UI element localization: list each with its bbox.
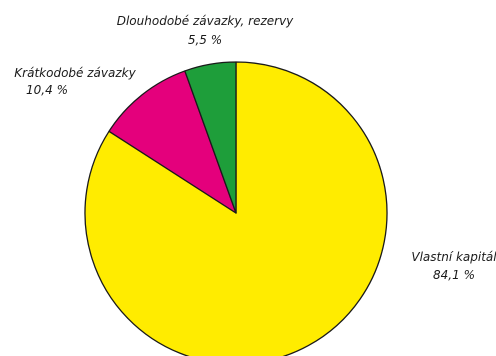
slice-label-vlastni-kapital: Vlastní kapitál [411, 250, 496, 264]
pie-slices [84, 61, 388, 356]
slice-value-vlastni-kapital: 84,1 % [433, 268, 475, 282]
pie-slice-kratkodobe-zavazky [108, 70, 237, 214]
slice-value-kratkodobe-zavazky: 10,4 % [26, 83, 68, 97]
pie-slice-dlouhodobe-zavazky [184, 61, 237, 214]
slice-label-dlouhodobe-zavazky: Dlouhodobé závazky, rezervy [117, 14, 294, 28]
slice-label-kratkodobe-zavazky: Krátkodobé závazky [14, 66, 136, 80]
slice-value-dlouhodobe-zavazky: 5,5 % [188, 33, 222, 47]
